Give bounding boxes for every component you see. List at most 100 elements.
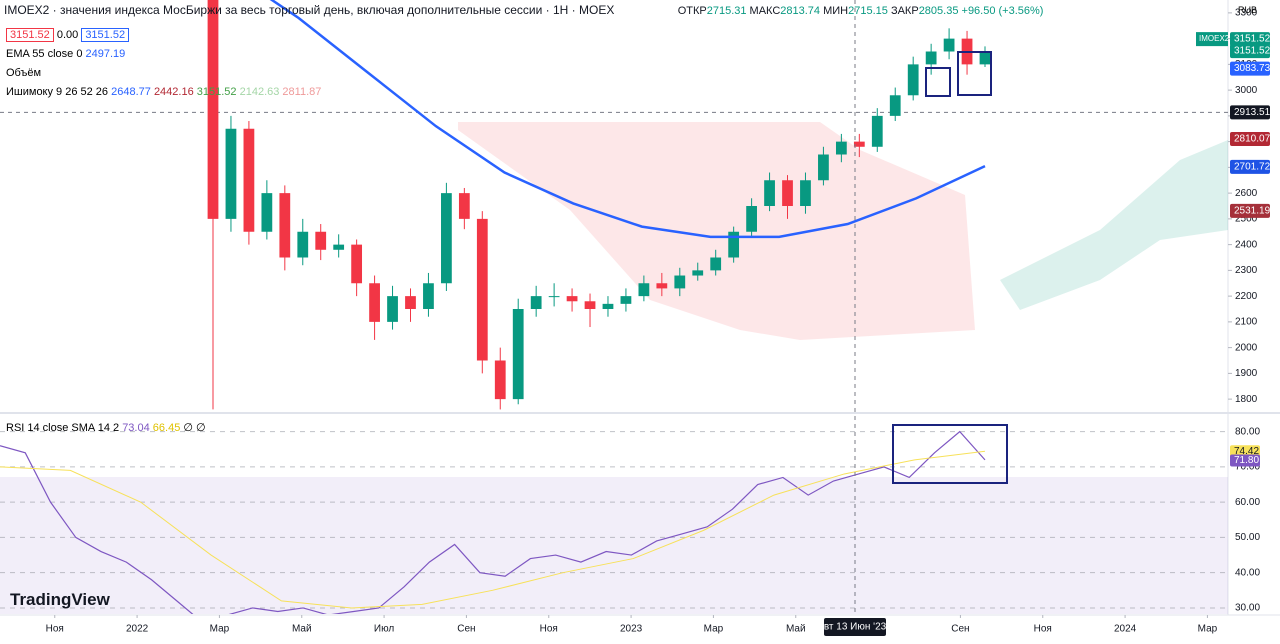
price-badge-label: 2701.72 [1234,162,1271,173]
candle-body [297,231,309,258]
currency[interactable]: RUB [1238,5,1258,15]
price-badge-label: 2913.51 [1234,107,1271,118]
x-tick-label: Сен [951,624,969,635]
price-badge [1230,203,1270,218]
candle-body [638,283,650,297]
y-tick-label: 70.00 [1235,462,1260,473]
y-tick-label: 1900 [1235,368,1258,379]
candle-body [871,115,883,147]
indicator-name: RSI 14 close SMA 14 2 [6,422,120,434]
indicator-value: 2811.87 [282,86,322,98]
bid[interactable]: 3151.52 [6,28,54,42]
candle-body [835,141,847,155]
y-tick-label: 1800 [1235,394,1258,405]
y-tick-label: 3300 [1235,8,1258,19]
x-tick-label: Июл [374,624,394,635]
x-tick-label: Мар [1198,624,1218,635]
candle-body [458,193,470,219]
label: ОТКР [677,5,707,17]
candle-body [818,154,829,181]
y-tick-label: 2000 [1235,342,1258,353]
x-tick-label: Ноя [540,624,558,635]
x-tick-label: 2024 [1114,624,1137,635]
price-badge-label: 3151.52 [1234,46,1271,57]
value: 2715.15 [848,5,888,17]
candle-body [315,231,327,250]
y-tick-label: 2500 [1235,214,1258,225]
y-tick-label: 60.00 [1235,497,1260,508]
indicator-value: 2442.16 [153,86,194,98]
rsi-badge [1230,445,1260,458]
indicator-value: ∅ ∅ [183,422,206,434]
x-tick-label: Сен [457,624,475,635]
candle-body [764,180,775,206]
indicator-name: Ишимоку 9 26 52 26 [6,86,109,98]
y-tick-label: 40.00 [1235,567,1260,578]
candle-body [548,296,560,298]
series-line [0,450,986,609]
rsi-pane [0,430,1228,614]
rsi-badge [1230,454,1260,467]
candle-body [674,275,686,289]
candle-body [225,128,237,219]
candle-body [279,193,291,258]
symbol-badge-label: IMOEX2 [1199,34,1230,43]
candle-body [943,38,955,52]
y-tick-label: 50.00 [1235,532,1260,543]
candle-body [476,218,488,361]
candle-body [656,283,668,289]
overlay: 3300320031003000290028002700260025002400… [46,8,1271,636]
ichimoku-cloud [458,122,1228,340]
indicator-value: 2142.63 [239,86,280,98]
symbol-title: IMOEX2 · значения индекса МосБиржи за ве… [4,3,615,17]
x-tick-label: Ноя [1034,624,1052,635]
candle-body [494,360,506,400]
candle-body [423,283,434,309]
series-line [269,0,986,239]
indicator-value: 73.04 [122,422,150,434]
indicator: EMA 55 close 0 2497.19 [6,45,321,64]
annotation-box [892,424,1008,484]
candle-body [261,193,273,232]
candle-body [853,141,865,147]
brand: TradingView [10,590,110,609]
legend: 3151.52 0.00 3151.52 EMA 55 close 0 2497… [6,26,321,102]
price-badge [1230,32,1270,47]
symbol-badge [1196,32,1228,47]
price-badge [1230,132,1270,147]
label: ЗАКР [890,5,919,17]
candle-body [387,296,398,322]
x-tick-label: 2023 [620,624,643,635]
annotation-box [925,67,951,97]
candle-body [746,206,757,232]
crosshair-label-bg [824,618,886,636]
price-badge-label: 2810.07 [1234,134,1271,145]
candle-body [584,301,596,309]
candle-body [207,0,219,219]
ask[interactable]: 3151.52 [81,28,130,42]
crosshair-label: вт 13 Июн '23 [824,622,887,633]
price-badge [1230,159,1270,174]
price-badge [1230,44,1270,59]
label: МИН [823,5,849,17]
y-tick-label: 2300 [1235,265,1258,276]
x-tick-label: Мар [210,624,230,635]
y-tick-label: 2400 [1235,239,1258,250]
x-tick-label: Май [292,624,312,635]
x-tick-label: Май [786,624,806,635]
indicator: Ишимоку 9 26 52 26 2648.77 2442.16 3151.… [6,83,321,102]
x-tick-label: 2022 [126,624,149,635]
x-tick-label: Мар [704,624,724,635]
candle-body [243,128,255,232]
price-badge-label: 3083.73 [1234,63,1271,74]
ohlc: ОТКР2715.31 МАКС2813.74 МИН2715.15 ЗАКР2… [678,5,1044,17]
candle-body [782,180,793,206]
candle-body [979,51,991,65]
price-badge-label: 2531.19 [1234,205,1271,216]
y-tick-label: 3000 [1235,85,1258,96]
candle-body [405,296,416,309]
candle-body [351,244,363,284]
y-tick-label: 30.00 [1235,603,1260,614]
